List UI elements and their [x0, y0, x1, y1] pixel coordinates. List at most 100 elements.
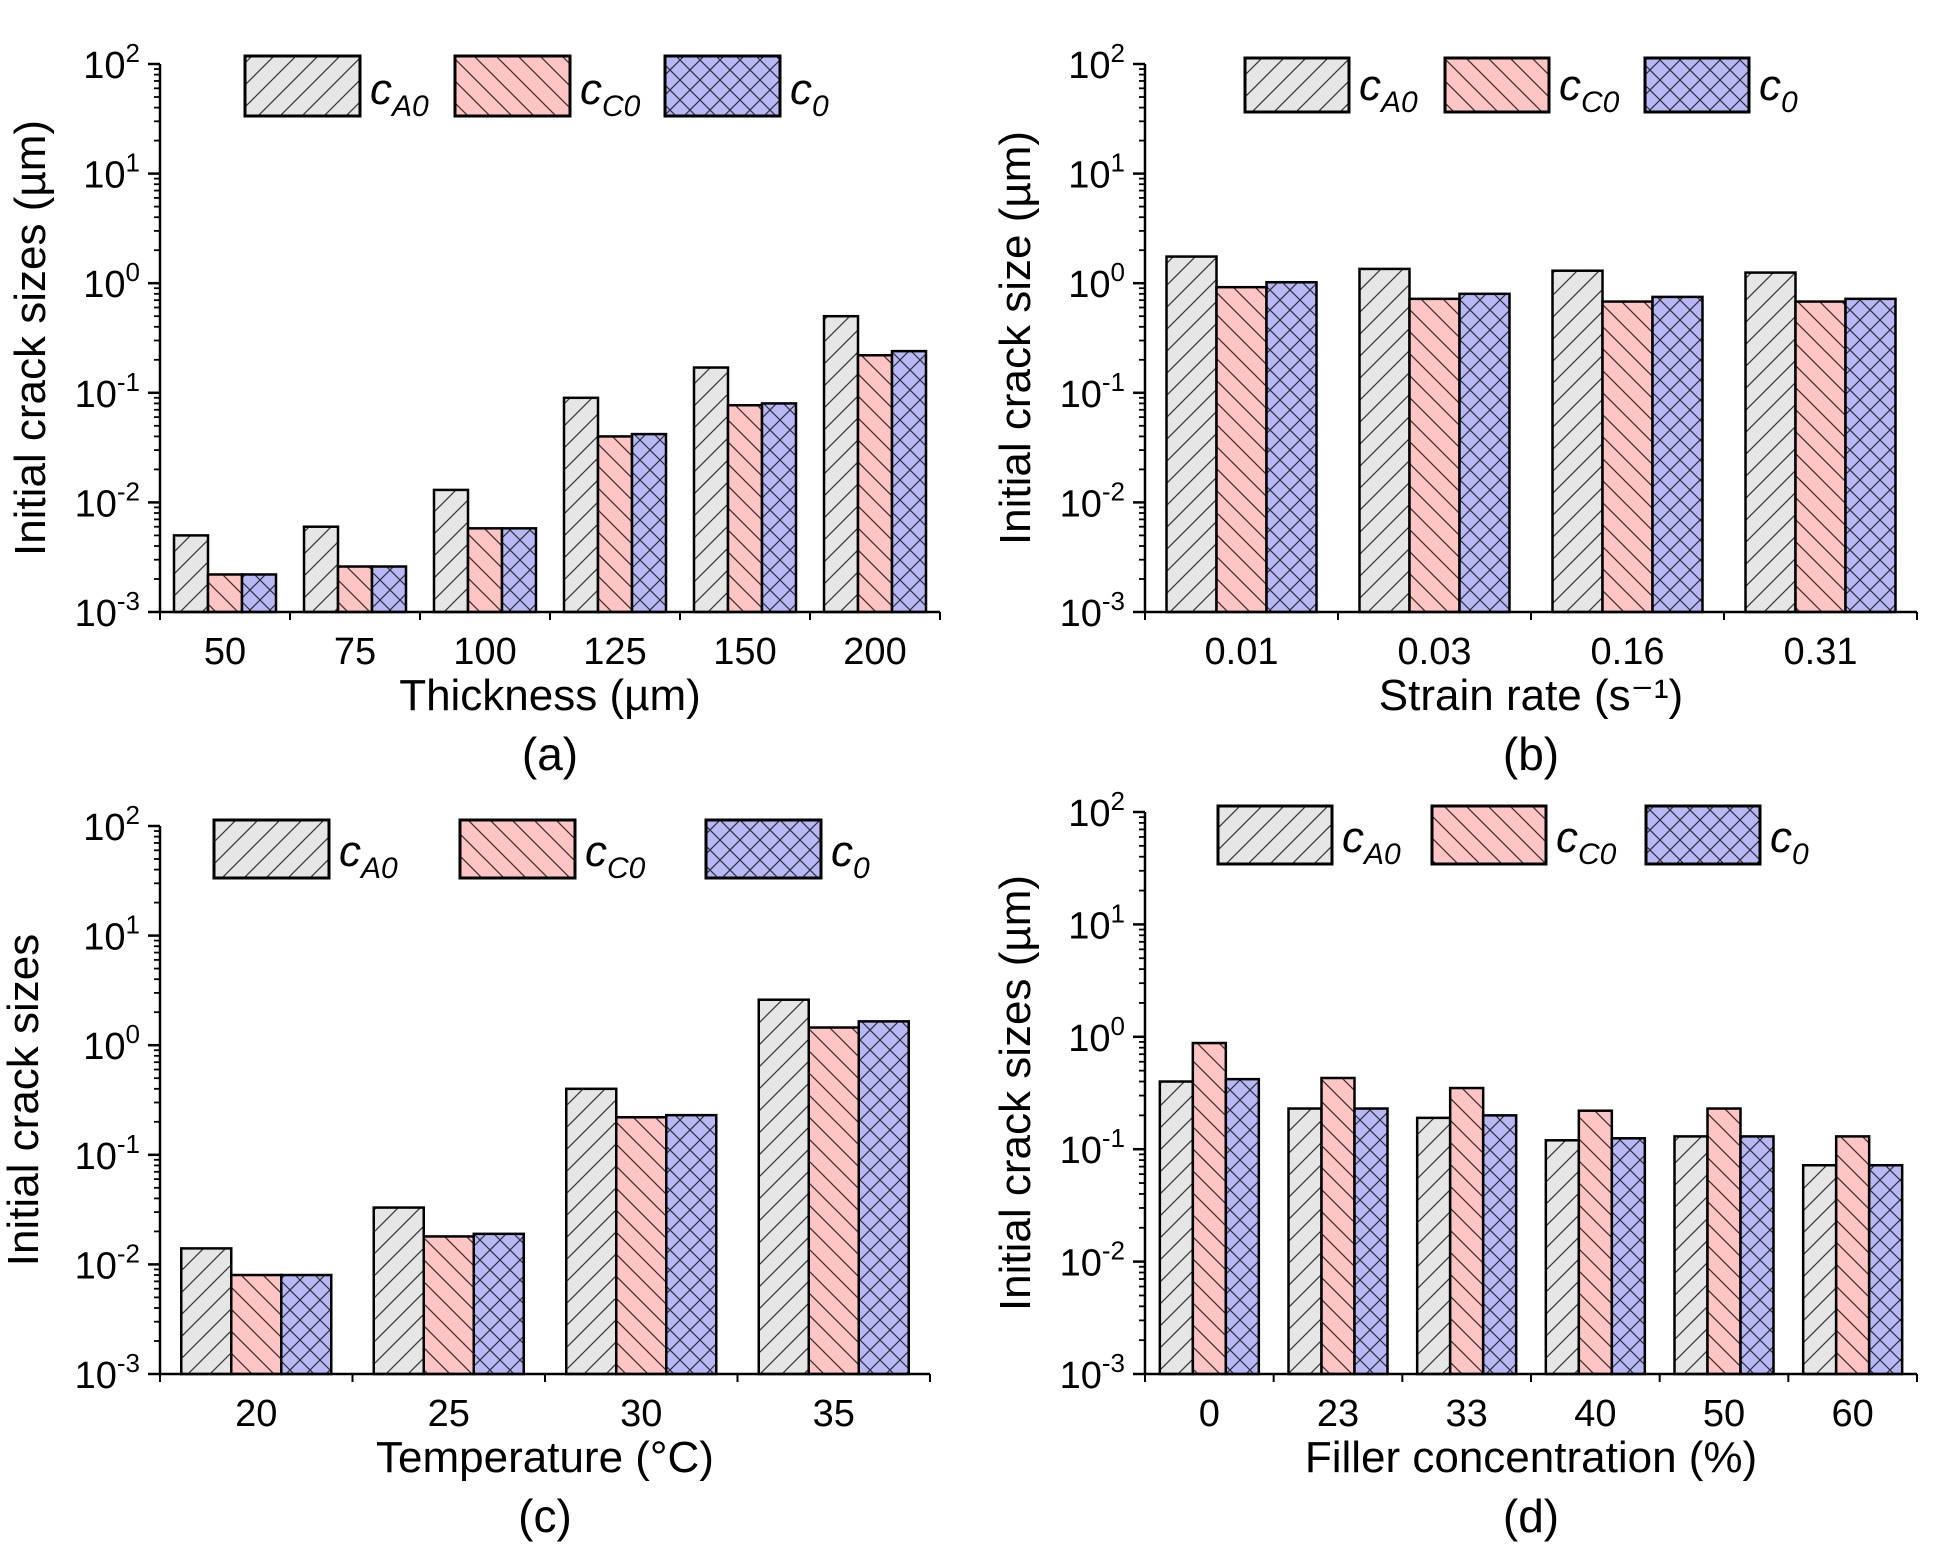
bar-cC0-35 [807, 1026, 860, 1376]
x-axis-label: Filler concentration (%) [1305, 1433, 1757, 1482]
bar-cC0-0 [1191, 1041, 1228, 1376]
bar-cA0-0.01 [1165, 255, 1218, 614]
y-tick-label: 10-3 [75, 586, 140, 635]
bar-c0-0.01 [1265, 281, 1318, 614]
x-tick-label: 125 [583, 631, 646, 673]
x-tick-label: 0.16 [1591, 631, 1665, 673]
bar-c0-150 [760, 402, 798, 614]
x-tick-label: 30 [620, 1393, 662, 1435]
bar-cA0-150 [692, 366, 730, 614]
y-tick-label: 100 [1068, 1011, 1125, 1060]
bar-cC0-0.31 [1794, 300, 1847, 614]
bar-cA0-50 [172, 534, 210, 614]
panel-c: 10-3 10-2 10-1 100 101 102 20 25 30 35 Temperature… [0, 800, 931, 1542]
bar-c0-30 [665, 1113, 718, 1376]
x-tick-label: 60 [1832, 1393, 1874, 1435]
bar-c0-50 [240, 573, 278, 614]
x-tick-label: 50 [1703, 1393, 1745, 1435]
x-tick-label: 0.31 [1784, 631, 1858, 673]
x-tick-label: 0.01 [1205, 631, 1279, 673]
y-tick-label: 10-1 [1060, 367, 1125, 416]
bar-c0-25 [472, 1232, 525, 1376]
bar-c0-0 [1224, 1077, 1261, 1376]
bar-c0-50 [1739, 1135, 1775, 1376]
bar-cC0-75 [336, 565, 374, 614]
legend-label-C0: cC0 [585, 827, 646, 885]
x-tick-label: 50 [204, 631, 246, 673]
legend-swatch-0 [1643, 56, 1751, 114]
bar-c0-60 [1867, 1163, 1904, 1376]
panel-label: (c) [518, 1490, 572, 1542]
legend-swatch-0 [663, 54, 782, 118]
bar-c0-35 [857, 1020, 910, 1376]
bar-cC0-60 [1834, 1135, 1871, 1376]
y-tick-label: 10-2 [1060, 476, 1125, 525]
legend-label-0: c0 [831, 827, 870, 885]
bar-cA0-75 [302, 525, 340, 614]
bar-cC0-100 [466, 527, 504, 614]
panel-a: 10-3 10-2 10-1 100 101 102 50 75 100 125 150 200 Thi… [6, 38, 941, 780]
y-axis-label: Initial crack size (µm) [991, 131, 1040, 545]
bar-c0-33 [1481, 1114, 1518, 1376]
x-tick-label: 75 [334, 631, 376, 673]
bar-cC0-200 [856, 354, 894, 614]
bar-cA0-100 [432, 488, 470, 614]
x-axis-label: Strain rate (s⁻¹) [1379, 671, 1683, 720]
x-tick-label: 20 [235, 1393, 277, 1435]
legend-label-A0: cA0 [1359, 61, 1418, 119]
x-tick-label: 33 [1446, 1393, 1488, 1435]
legend-label-0: c0 [1759, 61, 1798, 119]
legend-swatch-0 [704, 818, 823, 880]
bar-cA0-125 [562, 396, 600, 614]
bar-cA0-25 [372, 1206, 425, 1376]
bar-c0-200 [890, 349, 928, 614]
bar-cC0-33 [1448, 1086, 1485, 1376]
panel-b: 10-3 10-2 10-1 100 101 102 0.01 0.03 0.16 0.31 Str… [991, 38, 1918, 780]
legend-label-A0: cA0 [370, 65, 429, 123]
y-tick-label: 101 [83, 910, 140, 959]
y-tick-label: 10-1 [75, 367, 140, 416]
bar-c0-0.03 [1458, 292, 1511, 614]
bar-cC0-40 [1577, 1109, 1614, 1376]
y-tick-label: 10-1 [75, 1129, 140, 1178]
bar-c0-125 [630, 432, 668, 614]
bar-cA0-23 [1287, 1107, 1323, 1376]
y-tick-label: 102 [83, 800, 140, 849]
y-axis-label: Initial crack sizes (µm) [991, 875, 1040, 1311]
y-tick-label: 100 [83, 257, 140, 306]
y-tick-label: 101 [83, 148, 140, 197]
bar-c0-0.31 [1844, 297, 1897, 614]
legend-swatch-C0 [453, 54, 572, 118]
y-tick-label: 101 [1068, 898, 1125, 947]
bar-cA0-35 [757, 998, 810, 1376]
y-tick-label: 102 [1068, 38, 1125, 87]
bar-cA0-0.31 [1744, 271, 1797, 614]
bar-cA0-40 [1544, 1139, 1581, 1376]
legend-label-C0: cC0 [1559, 61, 1620, 119]
panel-label: (a) [522, 728, 578, 780]
legend-swatch-C0 [458, 818, 577, 880]
legend-swatch-A0 [243, 54, 362, 118]
y-tick-label: 101 [1068, 148, 1125, 197]
bar-c0-75 [370, 565, 408, 614]
bar-cA0-50 [1673, 1135, 1709, 1376]
y-tick-label: 10-2 [75, 476, 140, 525]
legend-label-0: c0 [790, 65, 829, 123]
x-tick-label: 25 [428, 1393, 470, 1435]
panel-d: 10-3 10-2 10-1 100 101 102 0 23 33 40 50 60 Filler c… [991, 786, 1918, 1542]
bar-cA0-20 [180, 1247, 233, 1376]
x-tick-label: 40 [1574, 1393, 1616, 1435]
x-tick-label: 100 [453, 631, 516, 673]
bar-cA0-200 [822, 314, 860, 614]
bar-c0-23 [1353, 1107, 1389, 1376]
bar-cC0-50 [206, 573, 244, 614]
legend-label-C0: cC0 [580, 65, 641, 123]
bar-cA0-0.16 [1551, 269, 1604, 614]
legend-label-C0: cC0 [1556, 813, 1617, 871]
legend-swatch-A0 [1216, 804, 1334, 866]
x-tick-label: 150 [713, 631, 776, 673]
bar-cC0-30 [615, 1116, 668, 1376]
bar-cA0-60 [1801, 1163, 1838, 1376]
bar-cC0-23 [1320, 1076, 1356, 1376]
